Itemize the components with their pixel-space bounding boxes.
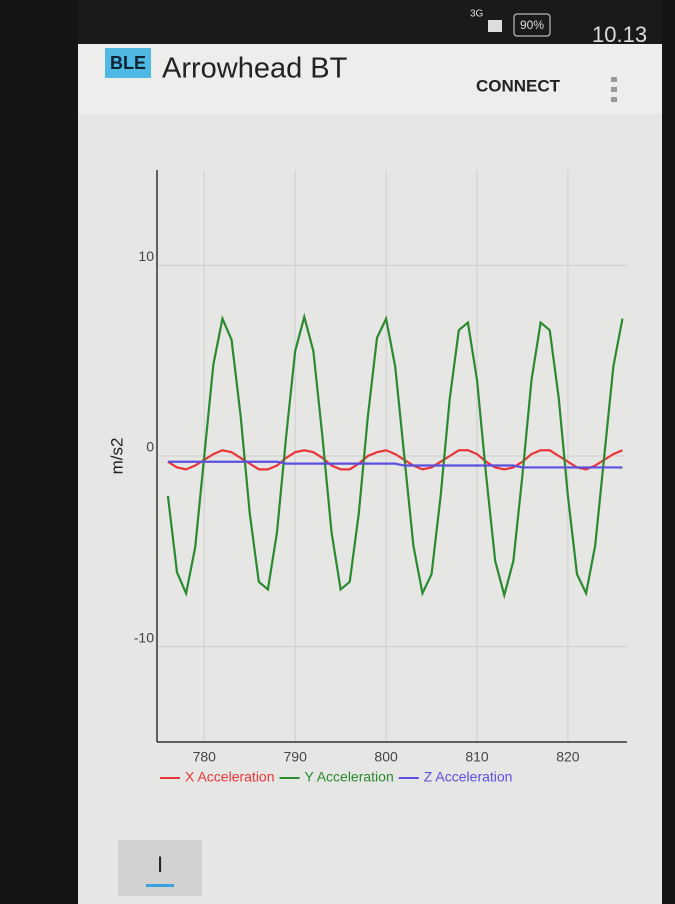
battery: 90% [520,18,544,32]
x-tick-label: 820 [556,749,580,765]
legend-label: Y Acceleration [305,769,394,785]
x-tick-label: 810 [465,749,489,765]
y-axis-label: m/s2 [107,438,126,475]
y-tick-label: 10 [138,248,154,264]
y-tick-label: 0 [146,439,154,455]
signal-icon [488,20,502,32]
data-line [166,312,624,600]
x-tick-label: 800 [374,749,398,765]
legend-label: Z Acceleration [424,769,513,785]
time: 10.13 [592,22,647,47]
legend-label: X Acceleration [185,769,275,785]
app-icon [105,48,151,78]
y-tick-label: -10 [134,629,154,645]
bottom-button-indicator [146,884,174,887]
data-line [167,460,623,469]
app-bar [78,44,662,114]
network: 3G [470,9,484,20]
app-title: Arrowhead BT [162,53,348,85]
app-icon-label: BLE [110,53,146,73]
x-tick-label: 790 [284,749,308,765]
status-bar [78,0,662,44]
overflow-menu[interactable] [611,77,617,102]
connect-button[interactable]: CONNECT [476,76,561,95]
x-tick-label: 780 [193,749,217,765]
battery-icon [513,13,551,37]
bottom-button-label: I [157,852,163,877]
